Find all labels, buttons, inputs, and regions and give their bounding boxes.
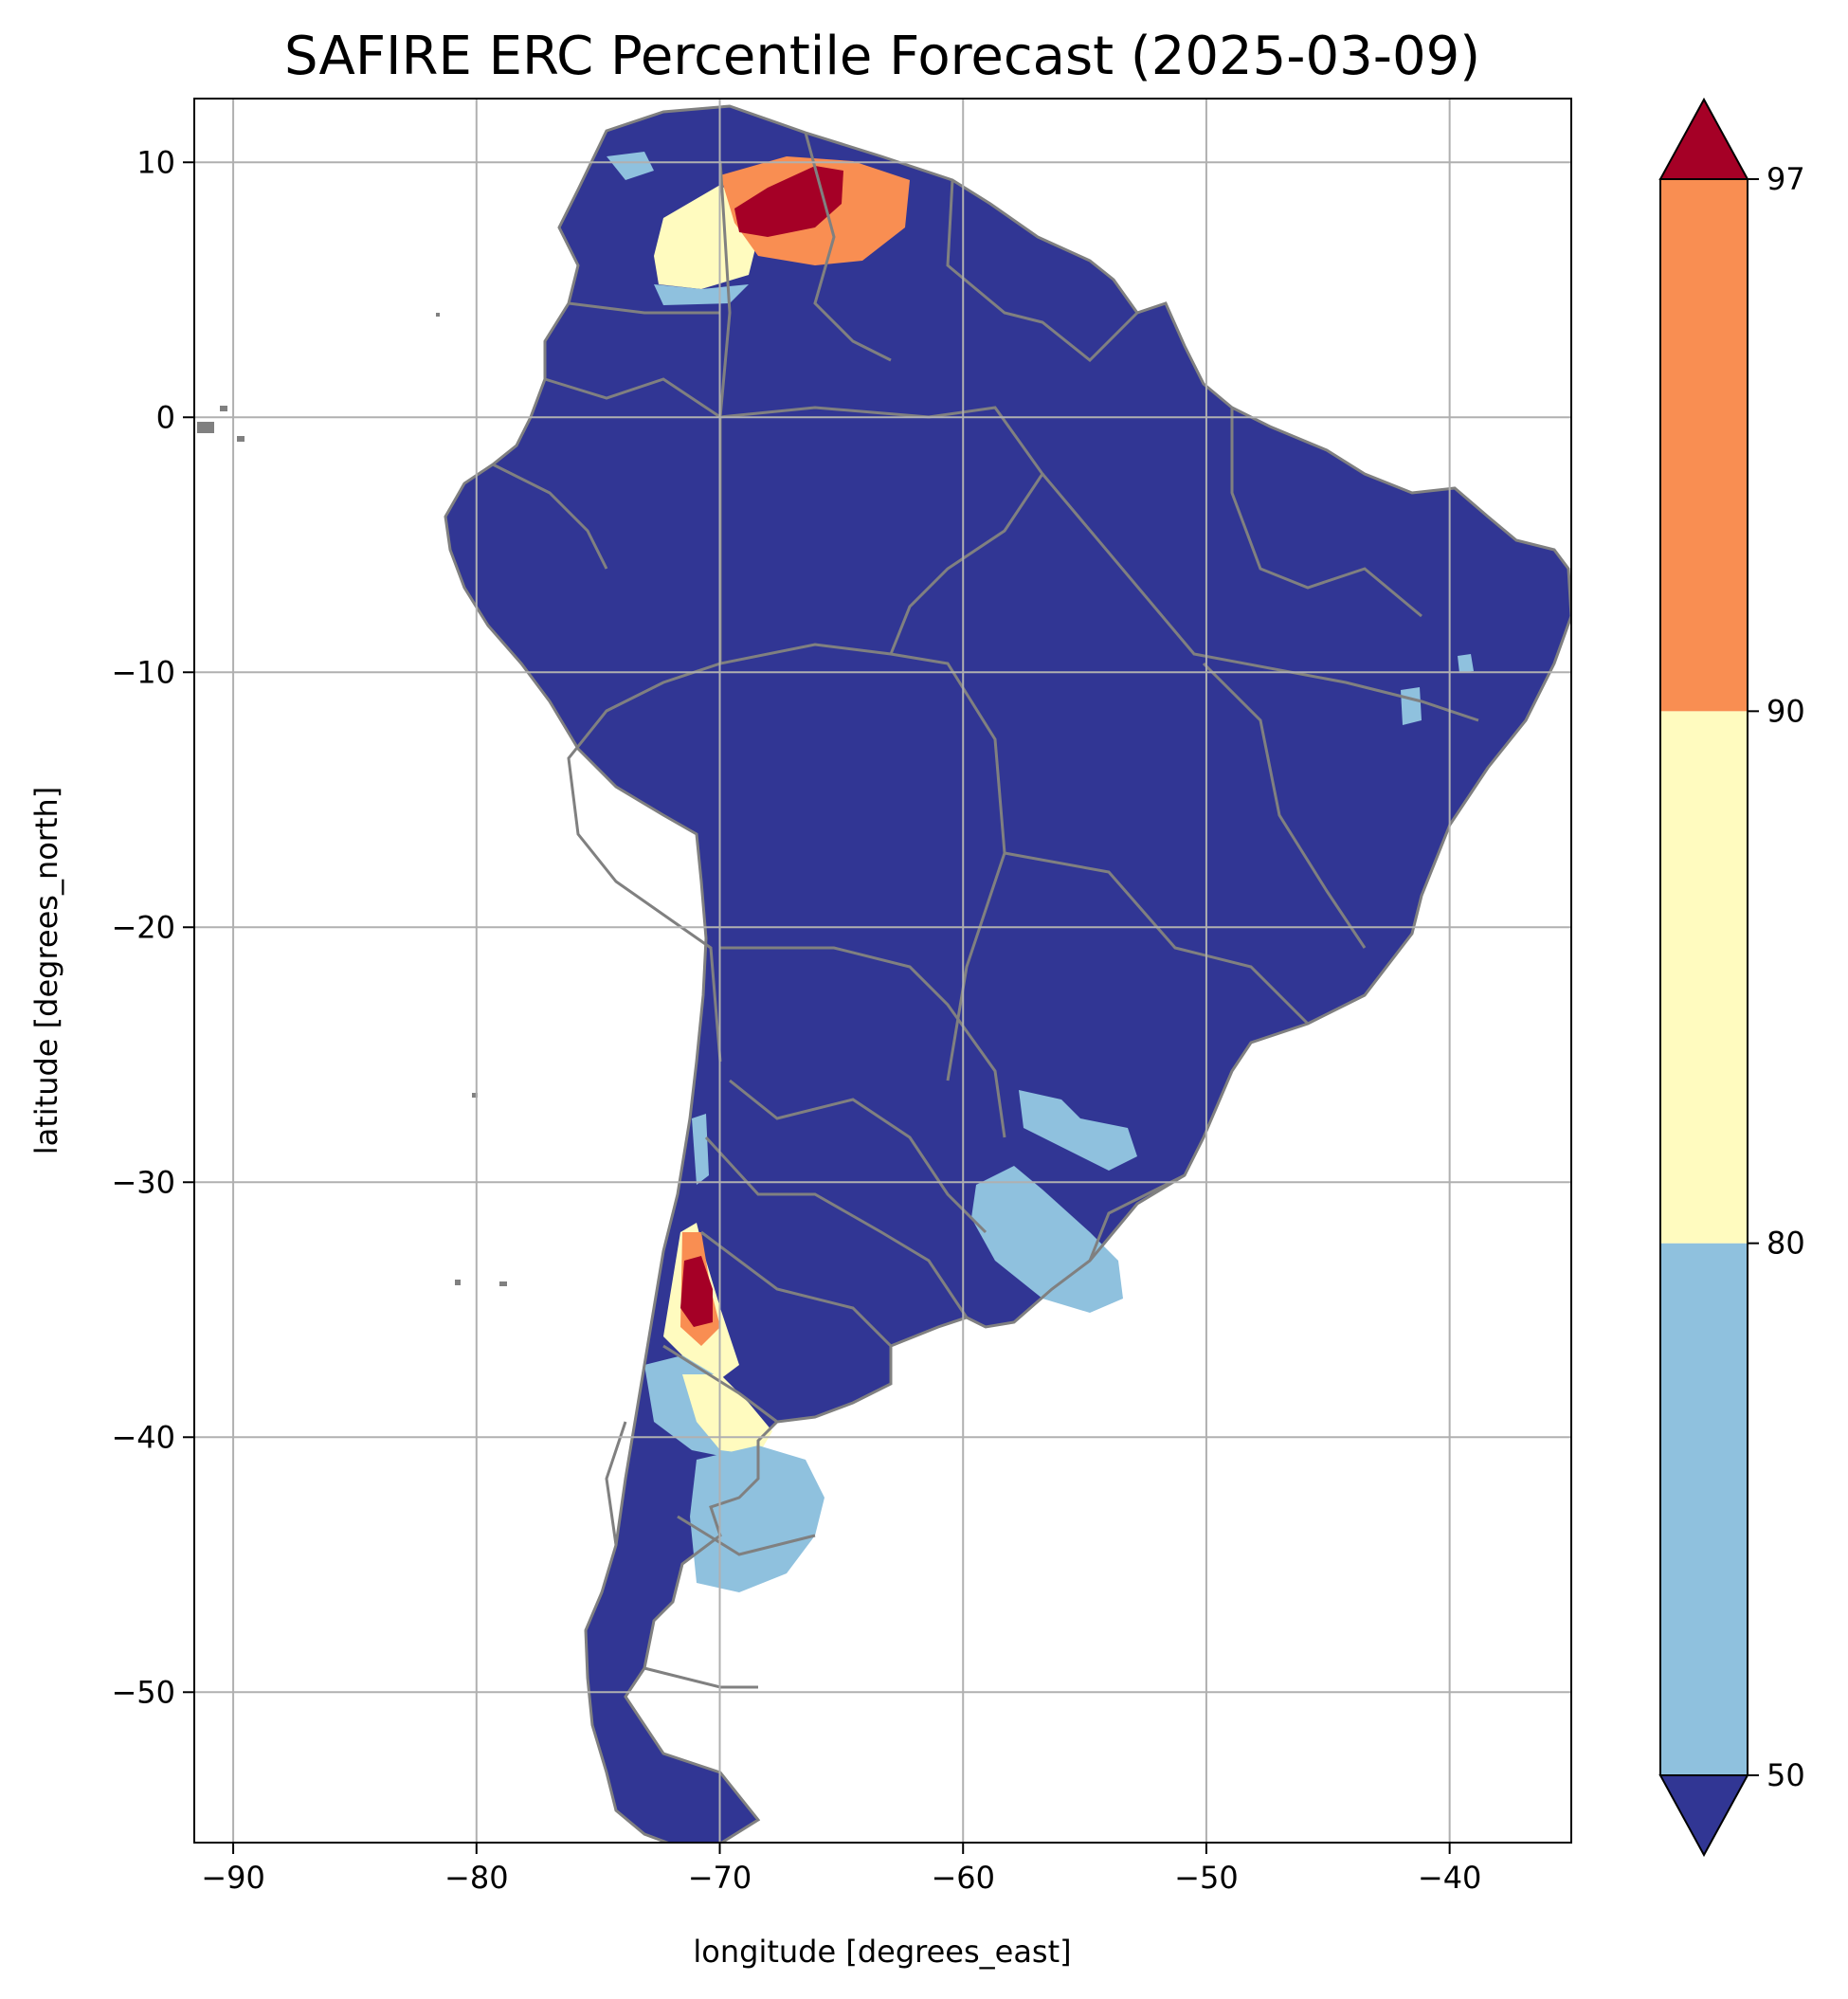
patch-northcoast-50-80	[607, 152, 654, 180]
y-axis-ticks: 10 0 −10 −20 −30 −40 −50	[111, 144, 194, 1710]
colorbar-over-triangle	[1658, 97, 1749, 180]
colorbar: 50 80 90 97	[1658, 97, 1805, 1858]
patch-nebrazil-50-80	[1401, 687, 1422, 725]
islands	[197, 313, 507, 1286]
gridlines	[194, 99, 1571, 1843]
chart-title: SAFIRE ERC Percentile Forecast (2025-03-…	[284, 26, 1480, 87]
patch-patagonia-50-80	[690, 1445, 824, 1592]
patch-ecoast-50-80	[1458, 654, 1474, 673]
percentile-patches	[607, 152, 1474, 1592]
x-axis-label: longitude [degrees_east]	[693, 1934, 1071, 1970]
y-tick-label: −10	[111, 654, 175, 690]
y-axis-label: latitude [degrees_north]	[28, 787, 64, 1155]
x-tick-label: −70	[688, 1860, 752, 1896]
x-tick-label: −60	[931, 1860, 995, 1896]
y-tick-label: −40	[111, 1419, 175, 1455]
colorbar-tick-label: 50	[1766, 1757, 1805, 1793]
x-tick-label: −90	[201, 1860, 265, 1896]
x-tick-label: −50	[1174, 1860, 1239, 1896]
patch-venezuela-50-80	[654, 284, 749, 305]
y-tick-label: 0	[156, 399, 175, 435]
x-tick-label: −80	[444, 1860, 509, 1896]
colorbar-tick-label: 80	[1766, 1226, 1805, 1262]
patch-chile-97plus	[680, 1256, 713, 1327]
borders	[444, 104, 1571, 1843]
plot-frame	[193, 98, 1572, 1844]
y-tick-label: −30	[111, 1164, 175, 1200]
y-tick-label: −50	[111, 1674, 175, 1710]
x-tick-label: −40	[1418, 1860, 1482, 1896]
patch-chile-north-50-80	[692, 1114, 709, 1185]
patch-npatagonia-80-90	[682, 1374, 772, 1455]
map-layer	[194, 99, 1571, 1843]
patch-southbrazil-50-80	[1019, 1090, 1137, 1171]
y-tick-label: −20	[111, 909, 175, 945]
colorbar-frame	[1659, 178, 1748, 1776]
colorbar-segment	[1660, 179, 1748, 712]
x-axis-ticks: −90 −80 −70 −60 −50 −40	[201, 1843, 1481, 1896]
colorbar-under-triangle	[1658, 1774, 1749, 1858]
colorbar-segment	[1660, 711, 1748, 1244]
colorbar-tick-label: 97	[1766, 161, 1805, 197]
patch-venezuela-97plus	[734, 166, 843, 237]
colorbar-tick-label: 90	[1766, 693, 1805, 729]
colorbar-segment	[1660, 1243, 1748, 1775]
patch-uruguay-50-80	[971, 1166, 1123, 1313]
y-tick-label: 10	[136, 144, 175, 180]
